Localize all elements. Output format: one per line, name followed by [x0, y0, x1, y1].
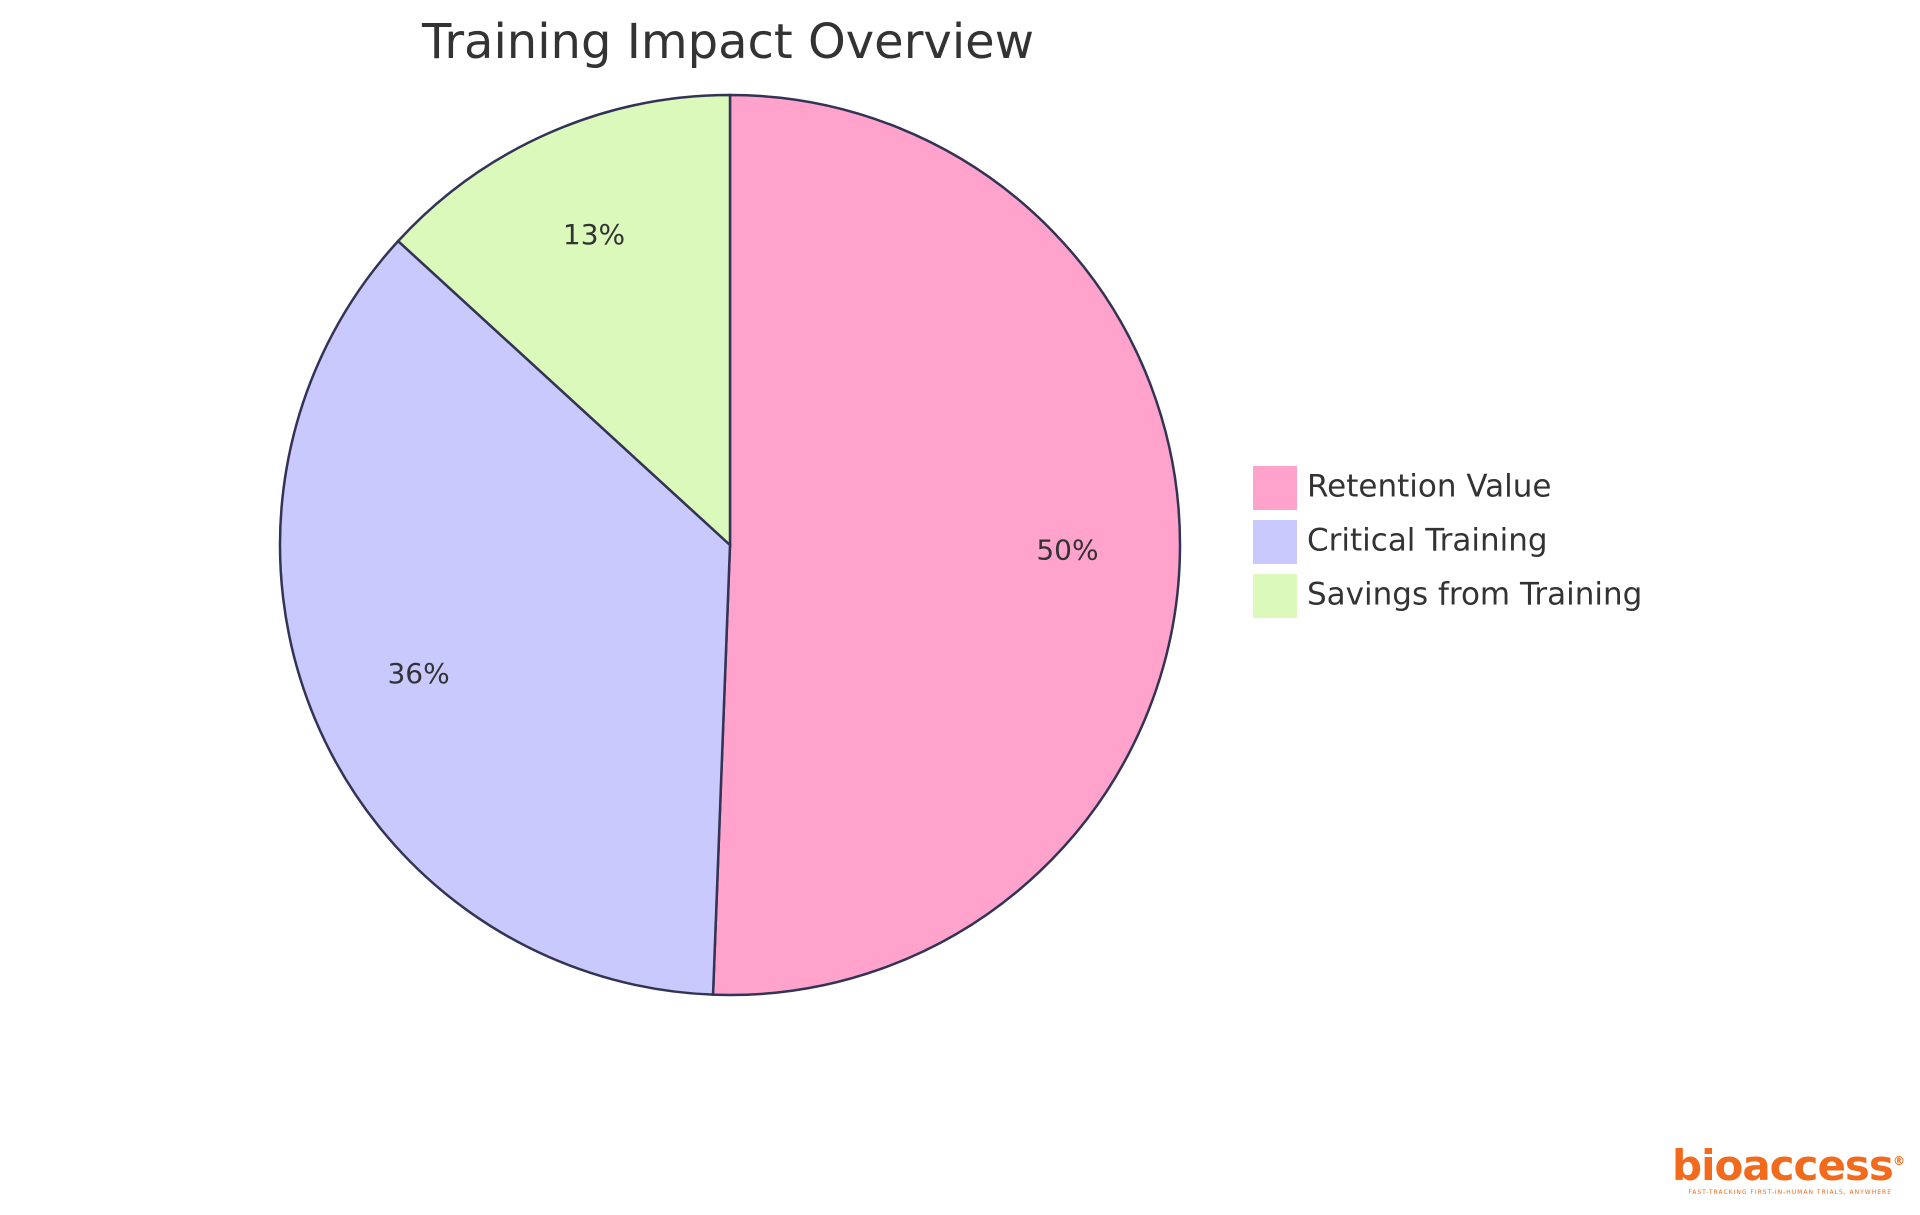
legend-swatch-retention-value	[1253, 466, 1297, 510]
logo-tagline: FAST-TRACKING FIRST-IN-HUMAN TRIALS, ANY…	[1688, 1189, 1892, 1196]
logo-wordmark: bioaccess®	[1672, 1138, 1905, 1190]
legend-label-retention-value: Retention Value	[1307, 469, 1551, 505]
slice-label-savings-from-training: 13%	[563, 218, 625, 251]
pie-slice-labels: 50% 36% 13%	[387, 218, 1098, 690]
pie-slice-retention-value	[711, 93, 1182, 997]
chart-legend: Retention Value Critical Training Savings …	[1253, 466, 1642, 618]
pie-slice-savings-from-training	[396, 93, 732, 548]
logo-text: bioaccess	[1672, 1141, 1894, 1190]
chart-title: Training Impact Overview	[421, 14, 1034, 70]
slice-label-critical-training: 36%	[387, 657, 449, 690]
legend-label-critical-training: Critical Training	[1307, 523, 1548, 559]
legend-swatch-savings-from-training	[1253, 574, 1297, 618]
bioaccess-logo: bioaccess® FAST-TRACKING FIRST-IN-HUMAN …	[1672, 1138, 1905, 1197]
pie-slices	[278, 93, 1182, 997]
slice-label-retention-value: 50%	[1036, 533, 1098, 566]
pie-slice-critical-training	[278, 239, 732, 996]
legend-label-savings-from-training: Savings from Training	[1307, 577, 1642, 613]
logo-registered-mark: ®	[1892, 1154, 1905, 1168]
legend-swatch-critical-training	[1253, 520, 1297, 564]
